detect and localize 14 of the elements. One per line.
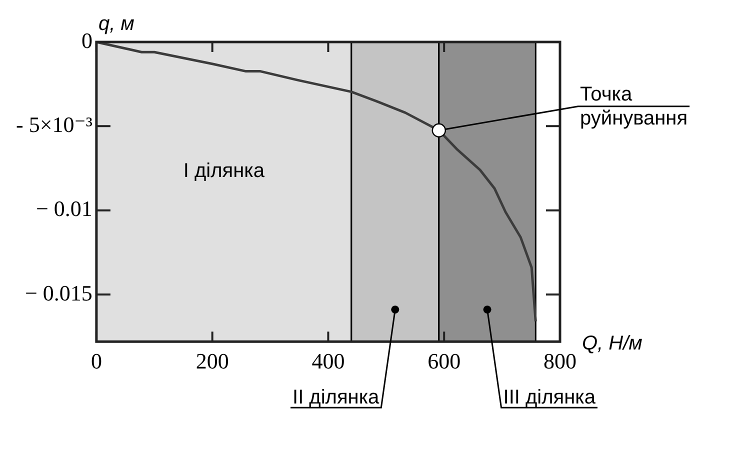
y-tick-label: − 0.015 [25, 280, 92, 306]
y-tick-label: - 5×10⁻³ [16, 112, 93, 137]
x-tick-label: 800 [544, 348, 576, 374]
annotation: Точка руйнування [580, 83, 688, 130]
band-label: I ділянка [183, 160, 266, 182]
x-axis-title: Q, Н/м [582, 332, 643, 355]
x-tick-label: 600 [428, 348, 461, 374]
x-tick-label: 400 [312, 348, 345, 374]
band-label: II ділянка [292, 386, 380, 409]
y-tick-label: 0 [81, 28, 92, 53]
x-tick-label: 200 [196, 348, 229, 374]
band-label: III ділянка [503, 386, 596, 409]
y-axis-title: q, м [98, 13, 135, 35]
y-tick-label: − 0.01 [36, 196, 92, 222]
